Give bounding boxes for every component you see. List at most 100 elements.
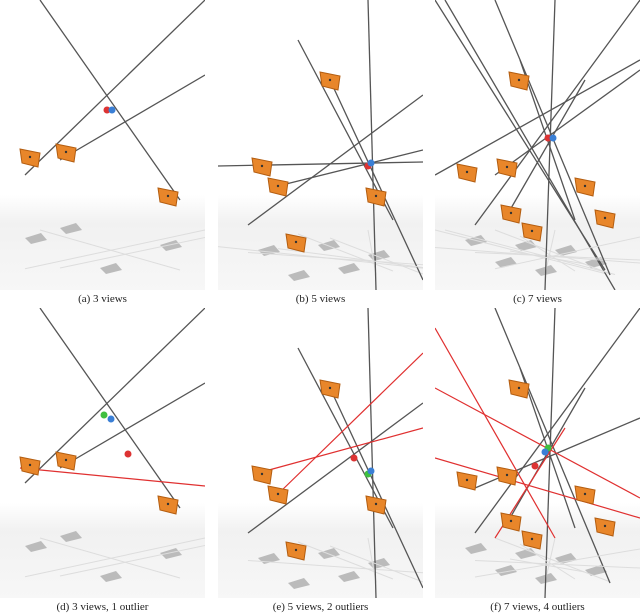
camera-center (64, 150, 68, 154)
camera-center (166, 194, 170, 198)
ray-shadow (474, 252, 640, 261)
camera-center (509, 519, 513, 523)
caption: (e) 5 views, 2 outliers (273, 601, 369, 613)
outlier-ray (435, 327, 556, 539)
point (367, 159, 375, 167)
ray-shadow (367, 537, 377, 583)
ray-shadow (474, 548, 640, 578)
ray (39, 308, 181, 509)
ray (435, 59, 640, 176)
ray (277, 149, 423, 187)
camera-center (505, 473, 509, 477)
point (541, 448, 549, 456)
camera-center (465, 478, 469, 482)
camera-center (583, 184, 587, 188)
shadow (555, 553, 577, 564)
caption: (c) 7 views (513, 293, 562, 305)
ray (329, 79, 423, 281)
shadow (160, 240, 182, 251)
ray-shadow (297, 541, 394, 580)
ray (329, 387, 423, 589)
camera-center (530, 229, 534, 233)
shadow (60, 223, 82, 234)
camera-center (509, 211, 513, 215)
scene (0, 0, 205, 290)
shadow (100, 571, 122, 582)
camera-center (505, 165, 509, 169)
ray (218, 161, 423, 167)
point (100, 411, 108, 419)
ray (247, 402, 423, 534)
outlier-ray (257, 427, 423, 474)
ray (509, 79, 586, 211)
point (549, 134, 557, 142)
camera-center (276, 492, 280, 496)
shadow (338, 571, 360, 582)
ray-shadow (435, 229, 606, 274)
camera-center (517, 78, 521, 82)
point (103, 106, 111, 114)
shadow (495, 565, 517, 576)
outlier-ray (435, 457, 640, 519)
point (531, 462, 539, 470)
ray-shadow (509, 558, 586, 573)
ray-shadow (59, 545, 205, 577)
scene (0, 308, 205, 598)
ray-shadow (494, 229, 611, 275)
outlier-ray (277, 352, 423, 495)
camera-center (328, 386, 332, 390)
shadow (288, 270, 310, 281)
ray (444, 0, 616, 290)
point (544, 134, 552, 142)
ray-shadow (444, 229, 616, 275)
shadow (465, 543, 487, 554)
camera-center (260, 472, 264, 476)
shadow (25, 233, 47, 244)
camera-center (603, 524, 607, 528)
ray-shadow (329, 237, 423, 275)
camera-center (276, 184, 280, 188)
ray (247, 94, 423, 226)
caption: (f) 7 views, 4 outliers (490, 601, 584, 613)
scene (218, 0, 423, 290)
panel (435, 0, 640, 290)
panel (0, 308, 205, 598)
point (108, 106, 116, 114)
ray (474, 0, 640, 226)
scene (435, 308, 640, 598)
camera-center (260, 164, 264, 168)
shadow (60, 531, 82, 542)
shadow (585, 565, 607, 576)
ray-shadow (329, 545, 423, 583)
caption: (a) 3 views (78, 293, 127, 305)
ray (39, 0, 181, 201)
panel (218, 0, 423, 290)
camera-center (28, 463, 32, 467)
shadow (25, 541, 47, 552)
ray-shadow (544, 229, 556, 275)
panel (435, 308, 640, 598)
camera-center (328, 78, 332, 82)
camera-center (28, 155, 32, 159)
ray-shadow (24, 229, 205, 270)
ray-shadow (519, 235, 576, 272)
shadow (288, 578, 310, 589)
scene (435, 0, 640, 290)
shadow (100, 263, 122, 274)
shadow (160, 548, 182, 559)
ray-shadow (494, 537, 611, 583)
panel (0, 0, 205, 290)
camera-center (465, 170, 469, 174)
ray (24, 0, 205, 176)
ray (59, 382, 205, 469)
camera-center (64, 458, 68, 462)
point (367, 467, 375, 475)
camera-center (603, 216, 607, 220)
outlier-ray (19, 467, 205, 487)
ray (544, 0, 556, 290)
camera-center (374, 194, 378, 198)
point (107, 415, 115, 423)
caption: (b) 5 views (296, 293, 346, 305)
ray-shadow (297, 233, 394, 272)
